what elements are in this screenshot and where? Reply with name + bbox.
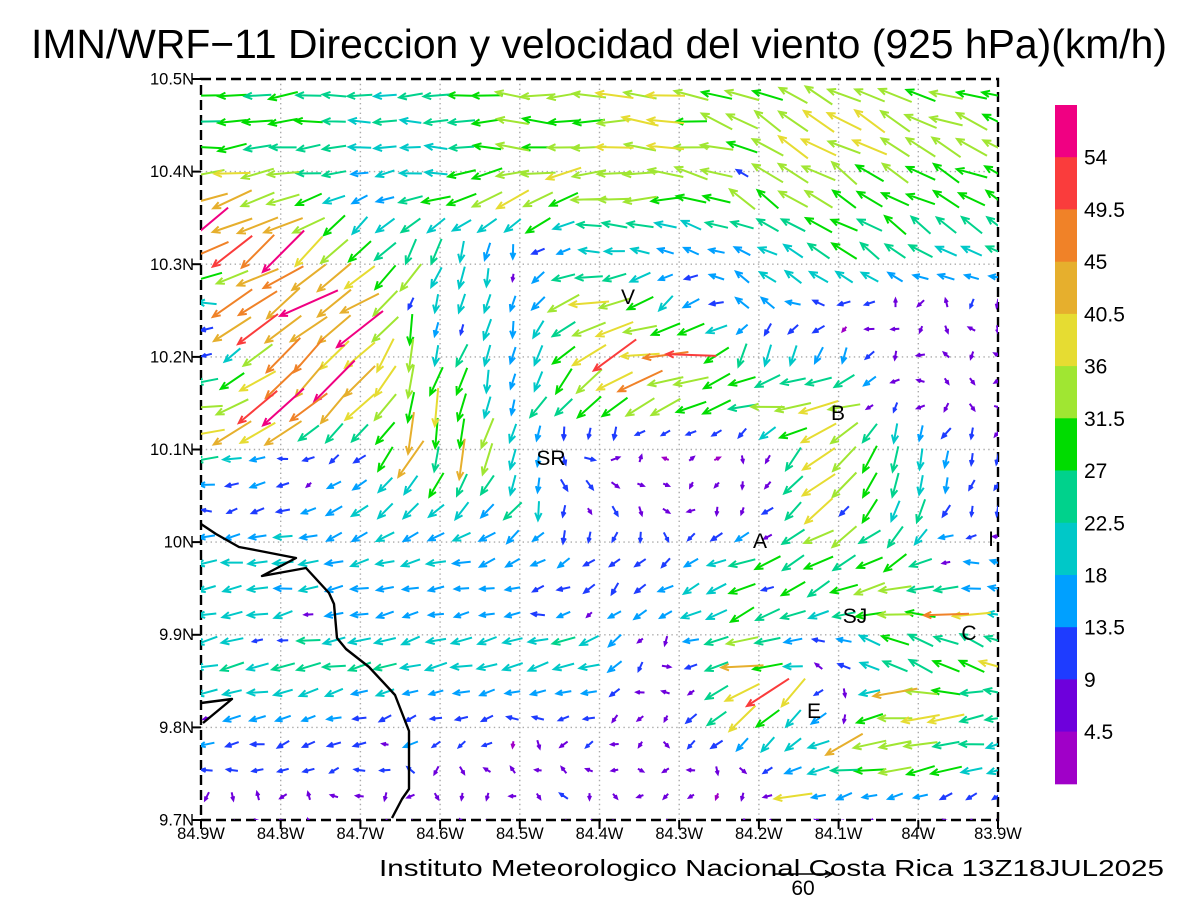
svg-text:V: V bbox=[621, 286, 635, 309]
svg-text:31.5: 31.5 bbox=[1084, 408, 1125, 431]
svg-text:10.3N: 10.3N bbox=[150, 256, 194, 274]
svg-text:9.8N: 9.8N bbox=[159, 719, 194, 737]
svg-text:84.8W: 84.8W bbox=[257, 825, 305, 843]
svg-text:10.2N: 10.2N bbox=[150, 348, 194, 366]
svg-text:84W: 84W bbox=[901, 825, 935, 843]
svg-text:60: 60 bbox=[791, 877, 814, 900]
svg-text:84.6W: 84.6W bbox=[416, 825, 464, 843]
svg-text:45: 45 bbox=[1084, 251, 1107, 274]
svg-text:A: A bbox=[753, 530, 767, 553]
svg-text:27: 27 bbox=[1084, 460, 1107, 483]
svg-text:10.1N: 10.1N bbox=[150, 441, 194, 459]
svg-text:B: B bbox=[831, 402, 845, 425]
svg-text:18: 18 bbox=[1084, 565, 1107, 588]
svg-text:C: C bbox=[961, 622, 976, 645]
svg-text:9.7N: 9.7N bbox=[159, 812, 194, 830]
svg-text:84.2W: 84.2W bbox=[735, 825, 783, 843]
svg-text:84.7W: 84.7W bbox=[337, 825, 385, 843]
svg-text:SJ: SJ bbox=[843, 605, 868, 628]
svg-text:4.5: 4.5 bbox=[1084, 721, 1113, 744]
svg-text:10.4N: 10.4N bbox=[150, 163, 194, 181]
svg-text:10N: 10N bbox=[164, 534, 194, 552]
svg-text:84.5W: 84.5W bbox=[496, 825, 544, 843]
svg-text:I: I bbox=[988, 528, 994, 551]
svg-text:49.5: 49.5 bbox=[1084, 199, 1125, 222]
svg-text:22.5: 22.5 bbox=[1084, 512, 1125, 535]
svg-text:83.9W: 83.9W bbox=[974, 825, 1022, 843]
svg-text:Instituto Meteorologico Nacion: Instituto Meteorologico Nacional Costa R… bbox=[379, 855, 1164, 881]
svg-text:84.4W: 84.4W bbox=[576, 825, 624, 843]
svg-text:84.1W: 84.1W bbox=[815, 825, 863, 843]
svg-text:13.5: 13.5 bbox=[1084, 617, 1125, 640]
svg-text:84.3W: 84.3W bbox=[655, 825, 703, 843]
svg-text:9: 9 bbox=[1084, 669, 1096, 692]
svg-text:E: E bbox=[807, 700, 821, 723]
svg-text:10.5N: 10.5N bbox=[150, 71, 194, 89]
svg-text:54: 54 bbox=[1084, 147, 1108, 170]
svg-text:84.9W: 84.9W bbox=[177, 825, 225, 843]
svg-text:SR: SR bbox=[536, 447, 565, 470]
svg-text:9.9N: 9.9N bbox=[159, 626, 194, 644]
svg-text:36: 36 bbox=[1084, 356, 1107, 379]
svg-text:40.5: 40.5 bbox=[1084, 303, 1125, 326]
svg-text:IMN/WRF−11 Direccion y velocid: IMN/WRF−11 Direccion y velocidad del vie… bbox=[31, 21, 1167, 67]
